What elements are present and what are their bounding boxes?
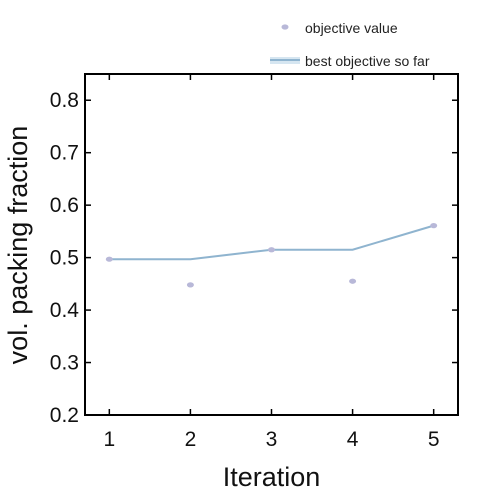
y-tick-label: 0.6 bbox=[50, 194, 79, 217]
x-axis-title: Iteration bbox=[223, 462, 321, 492]
legend-label-best-objective: best objective so far bbox=[305, 53, 430, 69]
x-tick-label: 2 bbox=[185, 428, 197, 451]
objective-value-point bbox=[430, 223, 438, 229]
y-axis: 0.2 0.3 0.4 0.5 0.6 0.7 0.8 bbox=[50, 89, 458, 427]
x-tick-label: 1 bbox=[103, 428, 115, 451]
y-tick-label: 0.7 bbox=[50, 142, 79, 165]
y-tick-label: 0.4 bbox=[50, 299, 80, 322]
x-tick-label: 4 bbox=[347, 428, 359, 451]
plot-frame bbox=[84, 73, 459, 416]
legend-label-objective-value: objective value bbox=[305, 20, 398, 36]
y-tick-label: 0.2 bbox=[50, 404, 79, 427]
legend: objective value best objective so far bbox=[270, 20, 430, 69]
y-tick-label: 0.3 bbox=[50, 352, 79, 375]
y-axis-title: vol. packing fraction bbox=[3, 126, 33, 365]
x-tick-label: 3 bbox=[266, 428, 278, 451]
x-tick-label: 5 bbox=[428, 428, 440, 451]
series-layer bbox=[105, 223, 438, 288]
x-axis: 1 2 3 4 5 bbox=[103, 74, 440, 451]
objective-value-point bbox=[268, 247, 275, 253]
y-tick-label: 0.5 bbox=[50, 247, 79, 270]
objective-value-point bbox=[349, 278, 357, 284]
series-line-best-objective bbox=[109, 224, 434, 261]
y-tick-label: 0.8 bbox=[50, 89, 79, 112]
legend-marker-objective-value bbox=[281, 24, 289, 30]
objective-value-point bbox=[105, 256, 113, 262]
objective-value-point bbox=[186, 282, 194, 288]
